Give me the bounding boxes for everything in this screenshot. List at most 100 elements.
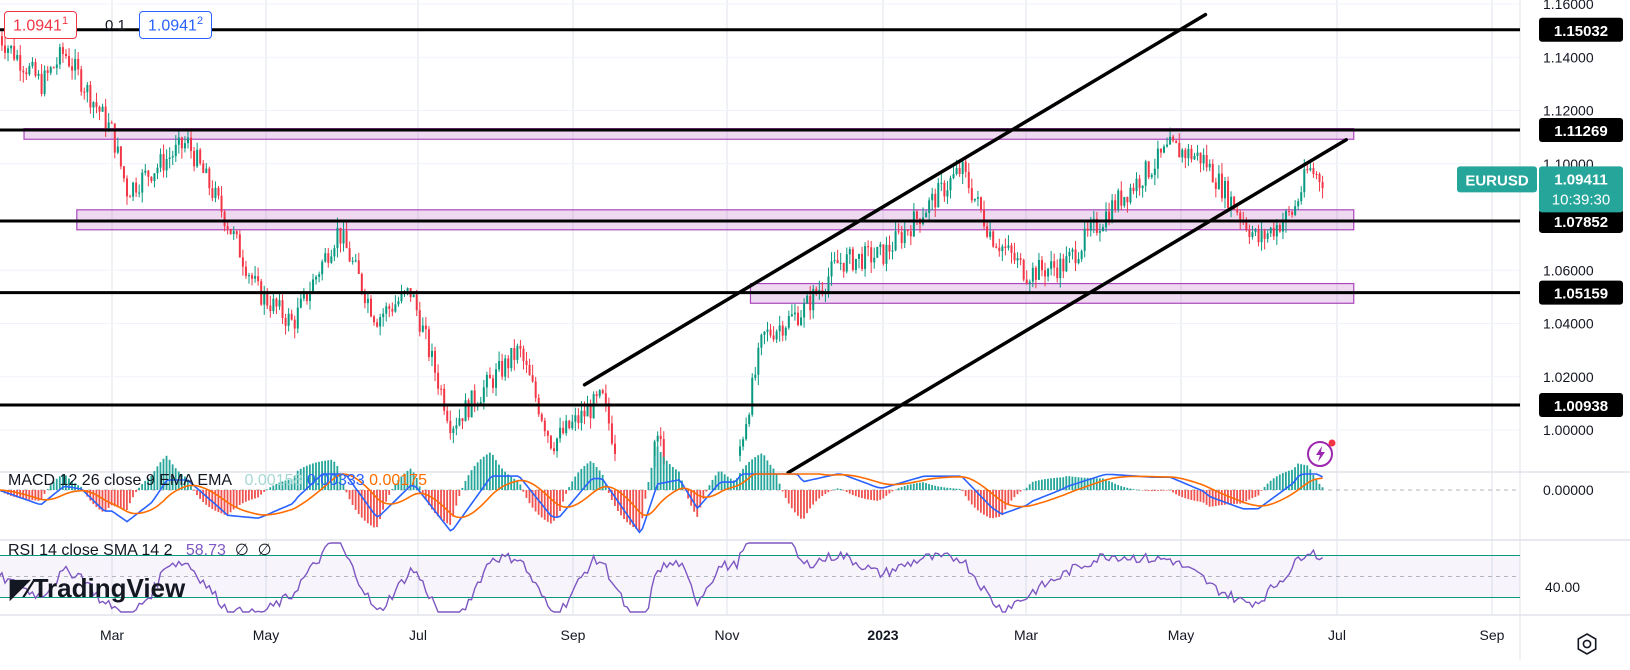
macd-histogram-bar [263,490,266,492]
candle-up [49,67,52,73]
candle-down [257,276,260,282]
candle-down [1114,200,1117,210]
macd-histogram-bar [848,490,851,494]
macd-histogram-bar [845,490,848,492]
macd-histogram-bar [1306,465,1309,490]
ask-price-box[interactable]: 1.09412 [139,11,213,40]
macd-histogram-bar [446,490,449,524]
macd-histogram-bar [400,476,403,490]
macd-histogram-bar [434,490,436,514]
candle-down [979,197,982,210]
macd-histogram-bar [565,490,567,494]
macd-histogram-bar [1291,469,1293,490]
macd-histogram-bar [592,462,595,490]
macd-histogram-bar [1303,464,1306,490]
candle-down [1245,220,1248,230]
candle-down [1040,260,1043,271]
macd-histogram-bar [385,490,388,502]
candle-up [177,137,180,145]
candle-down [1172,136,1175,141]
macd-histogram-bar [1175,490,1177,495]
macd-histogram-bar [61,474,64,490]
spread-value: 0.1 [105,17,126,34]
price-axis-tick: 1.02000 [1543,369,1594,385]
macd-histogram-bar [461,487,464,490]
candle-down [415,294,418,311]
candle-up [412,294,415,298]
ask-price-superscript: 2 [196,15,204,27]
candle-down [305,291,308,301]
settings-icon[interactable] [1576,633,1598,655]
candle-down [226,226,229,230]
rsi-value: 58.73 [185,542,226,559]
candle-down [1034,267,1037,280]
candle-up [479,402,482,405]
macd-histogram-bar [1242,490,1245,504]
candle-up [830,261,833,277]
candle-down [34,61,37,76]
macd-histogram-bar [318,461,320,490]
lightning-icon[interactable] [1306,438,1336,468]
candle-down [467,400,470,418]
macd-histogram-bar [68,478,70,490]
macd-histogram-bar [1281,473,1284,490]
candle-down [534,381,537,398]
candle-up [1059,258,1062,279]
macd-histogram-bar [113,490,116,507]
time-axis-tick: 2023 [867,627,898,643]
candle-up [1037,260,1040,280]
candle-down [1278,224,1281,232]
macd-histogram-bar [1114,483,1116,490]
candle-down [998,247,1001,252]
candle-up [1187,148,1190,159]
macd-histogram-bar [961,490,964,491]
candle-up [1217,173,1220,189]
macd-histogram-bar [1217,490,1220,506]
rsi-extra-1: ∅ [234,542,249,559]
bid-price-box[interactable]: 1.09411 [4,11,78,40]
candle-up [394,304,397,312]
candle-down [418,310,421,332]
macd-histogram-bar [1251,490,1254,499]
candle-up [1028,281,1031,284]
macd-histogram-bar [1223,490,1226,505]
candle-up [925,212,928,218]
candle-up [28,66,31,75]
macd-histogram-bar [504,471,506,490]
macd-legend[interactable]: MACD 12 26 close 9 EMA EMA 0.00158 0.003… [8,472,427,490]
rsi-legend[interactable]: RSI 14 close SMA 14 2 58.73 ∅ ∅ [8,540,272,560]
candle-down [1233,196,1236,210]
macd-histogram-bar [455,490,458,506]
candle-up [1284,211,1287,223]
macd-histogram-bar [580,468,583,490]
macd-histogram-bar [98,490,101,510]
candle-up [1117,190,1120,210]
level-price-text: 1.05159 [1554,286,1608,303]
candle-up [1077,258,1080,264]
macd-histogram-bar [1098,478,1101,490]
candle-down [842,262,845,272]
macd-histogram-bar [1001,490,1004,516]
candle-down [934,193,937,208]
macd-histogram-bar [571,481,574,490]
candle-up [793,312,796,315]
macd-histogram-bar [373,490,375,528]
candle-down [150,176,153,182]
macd-histogram-bar [183,476,186,490]
candle-up [272,298,275,312]
candle-up [16,55,19,60]
candle-down [772,335,775,340]
candle-down [1022,259,1025,280]
candle-down [543,420,546,432]
candle-up [1080,250,1083,259]
candle-down [1211,163,1214,183]
macd-histogram-bar [260,490,262,495]
candle-up [174,144,177,157]
macd-histogram-bar [1016,490,1019,495]
candle-down [1248,229,1251,237]
macd-histogram-bar [199,490,201,499]
candle-up [571,421,574,429]
macd-histogram-bar [1144,490,1147,491]
candle-up [1153,168,1156,175]
